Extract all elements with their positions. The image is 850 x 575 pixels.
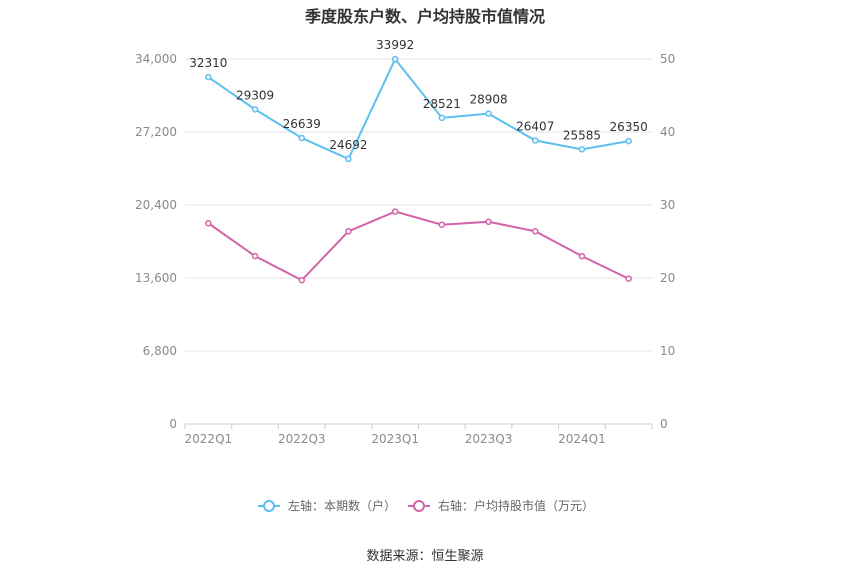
legend-label-2[interactable]: 右轴：户均持股市值（万元） (438, 498, 594, 513)
data-label: 26639 (283, 117, 321, 131)
right-axis-tick-label: 0 (660, 417, 668, 431)
data-label: 24692 (329, 138, 367, 152)
series-1-point (438, 114, 446, 122)
series-2-point (625, 275, 632, 282)
right-axis-tick-label: 40 (660, 125, 675, 139)
left-axis-tick-label: 6,800 (143, 344, 177, 358)
x-axis-tick-label: 2022Q3 (278, 432, 326, 446)
right-axis-tick-label: 50 (660, 52, 675, 66)
data-label: 28521 (423, 97, 461, 111)
left-axis-tick-label: 20,400 (135, 198, 177, 212)
series-line-1 (207, 57, 629, 161)
series-2-point (578, 252, 586, 260)
series-2-point (391, 208, 399, 215)
series-2-point (298, 276, 305, 284)
right-axis-tick-label: 10 (660, 344, 675, 358)
series-1-point (625, 137, 632, 145)
series-2-point (251, 252, 259, 260)
series-1-point (485, 110, 492, 117)
series-1-point (532, 137, 539, 144)
left-axis-tick-label: 27,200 (135, 125, 177, 139)
series-2-point (485, 218, 492, 226)
series-1-point (578, 146, 586, 153)
series-group: 32310 29309 26639 24692 33992 28521 28908 26407… (189, 38, 648, 284)
series-1-point (391, 55, 399, 63)
legend: 左轴：本期数（户） 右轴：户均持股市值（万元） (258, 498, 594, 513)
legend-marker-1 (263, 500, 275, 512)
x-axis: 2022Q1 2022Q3 2023Q1 2023Q3 2024Q1 (184, 424, 653, 446)
right-axis-tick-label: 30 (660, 198, 675, 212)
left-axis-tick-label: 34,000 (135, 52, 177, 66)
data-label: 29309 (236, 88, 274, 102)
left-axis-tick-label: 13,600 (135, 271, 177, 285)
legend-label-1[interactable]: 左轴：本期数（户） (288, 498, 396, 513)
series-1-point (251, 106, 259, 113)
x-axis-tick-label: 2024Q1 (558, 432, 606, 446)
left-axis-tick-label: 0 (169, 417, 177, 431)
data-label: 25585 (563, 128, 601, 142)
right-axis: 0 10 20 30 40 50 (660, 52, 675, 431)
source-note: 数据来源：恒生聚源 (366, 549, 483, 564)
gridlines (185, 58, 652, 425)
left-axis: 0 6,800 13,600 20,400 27,200 34,000 (135, 52, 177, 431)
right-axis-tick-label: 20 (660, 271, 675, 285)
series-1-point (298, 134, 305, 142)
x-axis-tick-label: 2022Q1 (185, 432, 233, 446)
data-label: 32310 (189, 56, 227, 70)
series-1-point (205, 73, 212, 81)
series-line-2 (207, 210, 630, 282)
series-2-point (345, 228, 352, 235)
legend-marker-2 (413, 500, 425, 512)
chart-title: 季度股东户数、户均持股市值情况 (304, 7, 545, 26)
series-2-point (438, 221, 446, 228)
data-label: 26350 (610, 120, 648, 134)
series-1-point (345, 155, 352, 163)
series-2-point (532, 228, 539, 235)
data-label: 28908 (469, 93, 507, 107)
data-label: 26407 (516, 120, 554, 134)
series-2-point (205, 220, 212, 227)
data-label: 33992 (376, 38, 414, 52)
x-axis-tick-label: 2023Q1 (371, 432, 419, 446)
x-axis-tick-label: 2023Q3 (465, 432, 513, 446)
